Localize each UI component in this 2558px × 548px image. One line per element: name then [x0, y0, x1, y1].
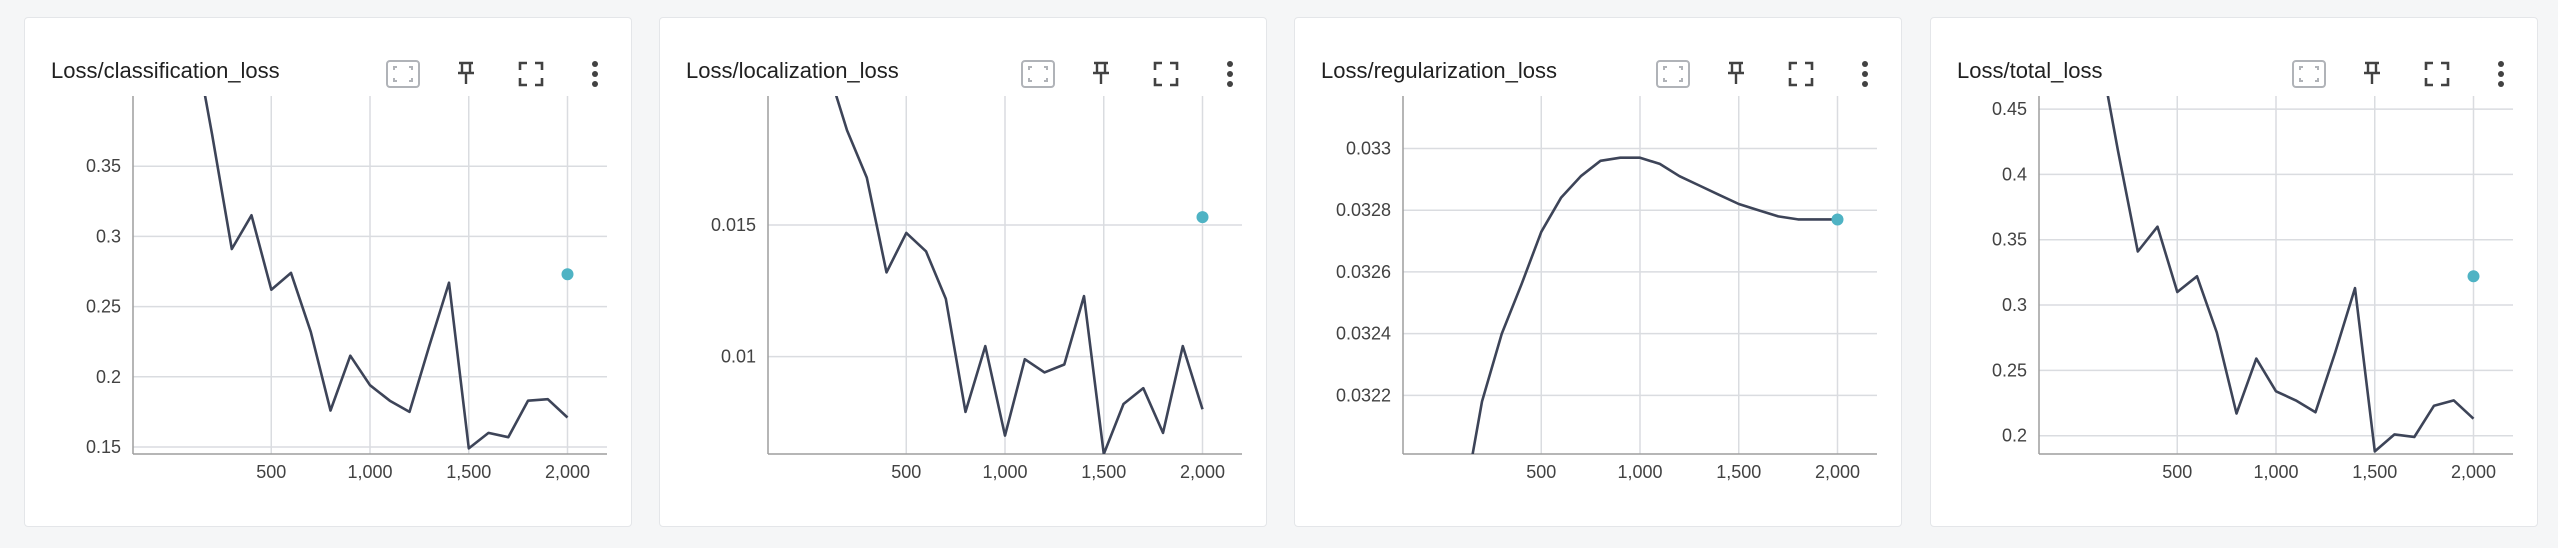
chart-card: Loss/total_loss 500 1,000 1,500 2,000 0.45 0.…	[1930, 17, 2538, 527]
y-tick-label: 0.2	[96, 367, 121, 387]
chart-plot[interactable]: 500 1,000 1,500 2,000 0.033 0.0328 0.0326 0.032…	[1295, 18, 1901, 526]
chart-plot[interactable]: 500 1,000 1,500 2,000 0.45 0.4 0.35 0.3 0.25 0.2	[1931, 18, 2537, 526]
y-tick-label: 0.0324	[1336, 324, 1391, 344]
x-tick-label: 1,000	[2253, 462, 2298, 482]
x-tick-label: 2,000	[2451, 462, 2496, 482]
x-tick-label: 500	[1526, 462, 1556, 482]
x-tick-label: 2,000	[1815, 462, 1860, 482]
x-tick-label: 1,500	[446, 462, 491, 482]
chart-card: Loss/regularization_loss 500 1,000 1,500 2,…	[1294, 17, 1902, 527]
y-tick-label: 0.4	[2002, 164, 2027, 184]
x-tick-label: 2,000	[545, 462, 590, 482]
y-tick-label: 0.25	[86, 297, 121, 317]
chart-card: Loss/localization_loss 500 1,000 1,500 2,00…	[659, 17, 1267, 527]
y-tick-label: 0.015	[711, 215, 756, 235]
x-tick-label: 500	[256, 462, 286, 482]
series-line	[2098, 44, 2473, 452]
x-tick-label: 1,500	[2352, 462, 2397, 482]
series-line	[1472, 158, 1837, 457]
y-tick-label: 0.01	[721, 347, 756, 367]
y-tick-label: 0.45	[1992, 99, 2027, 119]
y-tick-label: 0.0326	[1336, 262, 1391, 282]
x-tick-label: 1,000	[347, 462, 392, 482]
y-tick-label: 0.0322	[1336, 385, 1391, 405]
x-tick-label: 1,000	[1617, 462, 1662, 482]
x-tick-label: 1,500	[1716, 462, 1761, 482]
chart-card: Loss/classification_loss 500 1,000 1,500 2,…	[24, 17, 632, 527]
y-tick-label: 0.2	[2002, 426, 2027, 446]
value-marker	[1197, 211, 1209, 223]
x-tick-label: 500	[2162, 462, 2192, 482]
x-tick-label: 500	[891, 462, 921, 482]
y-tick-label: 0.033	[1346, 138, 1391, 158]
y-tick-label: 0.35	[86, 156, 121, 176]
x-tick-label: 2,000	[1180, 462, 1225, 482]
series-line	[827, 67, 1202, 454]
y-tick-label: 0.15	[86, 437, 121, 457]
x-tick-label: 1,000	[982, 462, 1027, 482]
chart-plot[interactable]: 500 1,000 1,500 2,000 0.015 0.01	[660, 18, 1266, 526]
chart-plot[interactable]: 500 1,000 1,500 2,000 0.35 0.3 0.25 0.2 0.15	[25, 18, 631, 526]
value-marker	[2468, 270, 2480, 282]
y-tick-label: 0.3	[96, 226, 121, 246]
x-tick-label: 1,500	[1081, 462, 1126, 482]
y-tick-label: 0.0328	[1336, 200, 1391, 220]
y-tick-label: 0.3	[2002, 295, 2027, 315]
value-marker	[562, 268, 574, 280]
y-tick-label: 0.25	[1992, 360, 2027, 380]
value-marker	[1832, 213, 1844, 225]
y-tick-label: 0.35	[1992, 230, 2027, 250]
